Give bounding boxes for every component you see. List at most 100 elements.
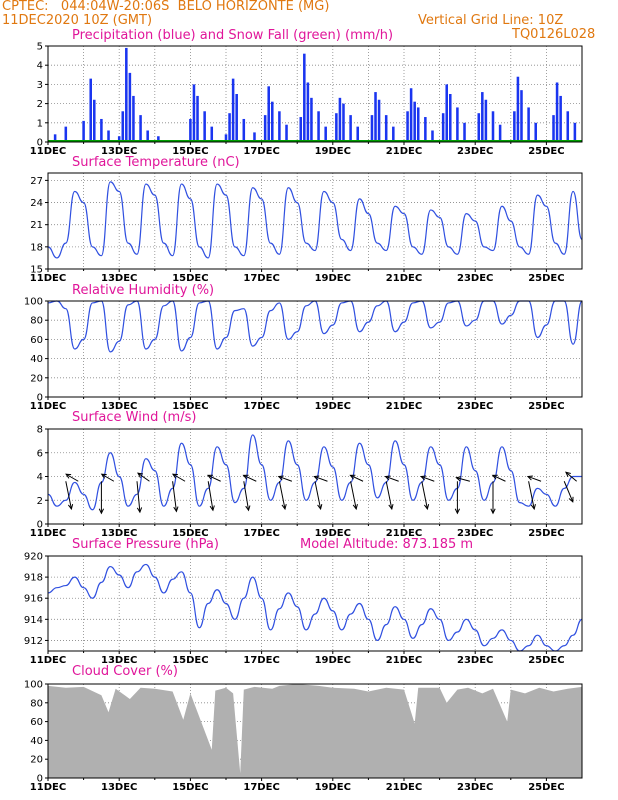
precip-bar bbox=[132, 95, 135, 142]
precip-bar bbox=[253, 132, 256, 142]
temp-xtick-label: 15DEC bbox=[172, 273, 208, 284]
wind-vector-head bbox=[100, 473, 107, 479]
wind-vector-head bbox=[388, 503, 394, 511]
cloud-frame bbox=[47, 683, 583, 779]
wind-xtick-label: 11DEC bbox=[30, 528, 66, 539]
humidity-xtick-label: 23DEC bbox=[457, 401, 493, 412]
wind-ytick-label: 2 bbox=[37, 496, 43, 507]
wind-vector bbox=[243, 474, 257, 482]
wind-vector-head bbox=[313, 475, 320, 481]
precip-bar bbox=[271, 101, 274, 142]
precip-xtick-label: 19DEC bbox=[315, 146, 351, 157]
precip-bar bbox=[516, 76, 520, 142]
wind-vector bbox=[314, 475, 328, 482]
precip-bar bbox=[242, 118, 246, 142]
precip-bar bbox=[356, 126, 359, 142]
humidity-ytick-label: 60 bbox=[30, 335, 43, 346]
cloud-xtick-label: 23DEC bbox=[457, 782, 493, 793]
precip-xtick-label: 23DEC bbox=[457, 146, 493, 157]
wind-frame bbox=[47, 428, 583, 525]
precip-bar bbox=[370, 115, 374, 142]
pressure-plot-area bbox=[48, 556, 582, 651]
precip-bar bbox=[203, 111, 206, 142]
pressure-xtick-label: 11DEC bbox=[30, 655, 66, 666]
pressure-xtick-label: 15DEC bbox=[172, 655, 208, 666]
precip-bar bbox=[93, 99, 96, 142]
precip-xtick-label: 15DEC bbox=[172, 146, 208, 157]
precip-bar bbox=[406, 111, 409, 142]
humidity-xtick-label: 13DEC bbox=[101, 401, 137, 412]
wind-vector-head bbox=[67, 503, 74, 511]
precip-bar bbox=[513, 111, 516, 142]
precip-bar bbox=[121, 111, 125, 142]
wind-vector-head bbox=[136, 507, 143, 514]
wind-vector bbox=[172, 473, 186, 482]
humidity-xtick-label: 19DEC bbox=[315, 401, 351, 412]
precip-bar bbox=[146, 130, 149, 142]
pressure-title: Surface Pressure (hPa) bbox=[72, 537, 219, 552]
precip-xtick-label: 11DEC bbox=[30, 146, 66, 157]
wind-vector-head bbox=[173, 506, 179, 513]
wind-vector bbox=[137, 472, 150, 482]
humidity-ytick-label: 100 bbox=[24, 297, 43, 308]
precip-xtick-label: 25DEC bbox=[528, 146, 564, 157]
cloud-ytick-label: 60 bbox=[30, 717, 43, 728]
precip-bar bbox=[441, 113, 445, 142]
precip-bar bbox=[235, 94, 238, 142]
precip-xtick-label: 17DEC bbox=[243, 146, 279, 157]
pressure-ytick-label: 918 bbox=[24, 573, 43, 584]
pressure-xtick-label: 23DEC bbox=[457, 655, 493, 666]
wind-vector-head bbox=[455, 476, 462, 482]
pressure-frame bbox=[47, 555, 583, 652]
cloud-ytick-label: 0 bbox=[37, 774, 43, 785]
wind-vector-head bbox=[98, 508, 105, 515]
precip-ytick-label: 3 bbox=[37, 80, 43, 91]
wind-vector-head bbox=[242, 474, 249, 480]
precip-xtick-label: 21DEC bbox=[386, 146, 422, 157]
precip-bar bbox=[573, 122, 577, 142]
wind-vector-head bbox=[491, 474, 498, 480]
humidity-xtick-label: 11DEC bbox=[30, 401, 66, 412]
precip-bar bbox=[157, 136, 160, 142]
cloud-ytick-label: 80 bbox=[30, 698, 43, 709]
precip-bar bbox=[231, 78, 235, 142]
wind-vector-head bbox=[423, 503, 430, 511]
temp-xtick-label: 23DEC bbox=[457, 273, 493, 284]
wind-title: Surface Wind (m/s) bbox=[72, 410, 197, 425]
precip-bar bbox=[552, 115, 555, 142]
wind-vector bbox=[278, 481, 286, 510]
wind-vector bbox=[565, 471, 577, 482]
temp-line bbox=[47, 181, 583, 259]
temp-ytick-label: 27 bbox=[30, 176, 43, 187]
precip-bar bbox=[449, 94, 452, 142]
precip-bar bbox=[559, 95, 562, 142]
precip-title: Precipitation (blue) and Snow Fall (gree… bbox=[72, 28, 394, 43]
precip-bar bbox=[117, 136, 121, 142]
precip-bar bbox=[100, 118, 103, 142]
wind-vector bbox=[492, 474, 506, 482]
precip-ytick-label: 2 bbox=[37, 99, 43, 110]
wind-xtick-label: 21DEC bbox=[386, 528, 422, 539]
precip-xtick-label: 13DEC bbox=[101, 146, 137, 157]
temp-frame bbox=[47, 172, 583, 270]
precip-bar bbox=[520, 90, 523, 142]
precip-bar bbox=[424, 117, 427, 142]
wind-vector bbox=[350, 481, 357, 510]
precip-bar bbox=[278, 111, 281, 142]
precip-bar bbox=[484, 99, 488, 142]
pressure-xtick-label: 25DEC bbox=[528, 655, 564, 666]
wind-vector-head bbox=[317, 503, 323, 511]
pressure-xtick-label: 13DEC bbox=[101, 655, 137, 666]
precip-bar bbox=[527, 107, 530, 142]
precip-ytick-label: 1 bbox=[37, 118, 43, 129]
precip-bar bbox=[342, 103, 345, 142]
wind-vector-head bbox=[171, 473, 178, 479]
precip-bar bbox=[228, 113, 231, 142]
precip-bar bbox=[377, 99, 381, 142]
wind-xtick-label: 25DEC bbox=[528, 528, 564, 539]
cloud-xtick-label: 19DEC bbox=[315, 782, 351, 793]
wind-vector bbox=[385, 481, 393, 510]
precip-bar bbox=[125, 47, 128, 142]
wind-vector-head bbox=[565, 471, 571, 478]
wind-vector-head bbox=[384, 475, 391, 481]
